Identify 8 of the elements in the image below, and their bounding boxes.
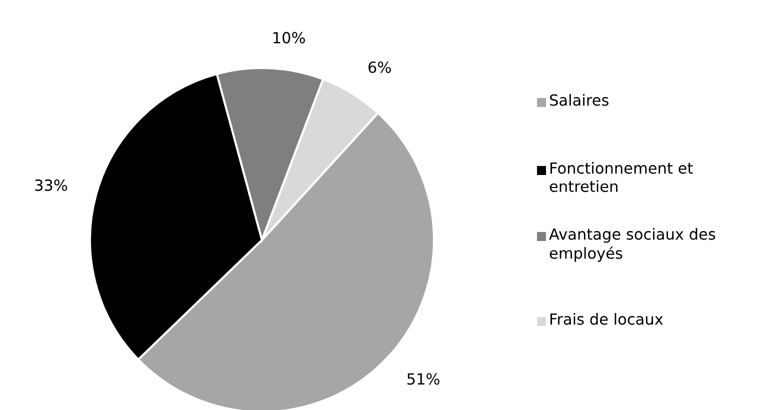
data-label: 33% xyxy=(35,179,68,191)
data-label: 51% xyxy=(407,373,440,385)
data-label: 6% xyxy=(368,61,391,74)
legend-label: Frais de locaux xyxy=(550,313,663,325)
data-label: 10% xyxy=(274,32,305,44)
legend-label: Salaires xyxy=(550,94,608,106)
legend-label: Avantage sociaux des employés xyxy=(549,228,716,262)
legend-label: Fonctionnement et entretien xyxy=(550,162,693,192)
